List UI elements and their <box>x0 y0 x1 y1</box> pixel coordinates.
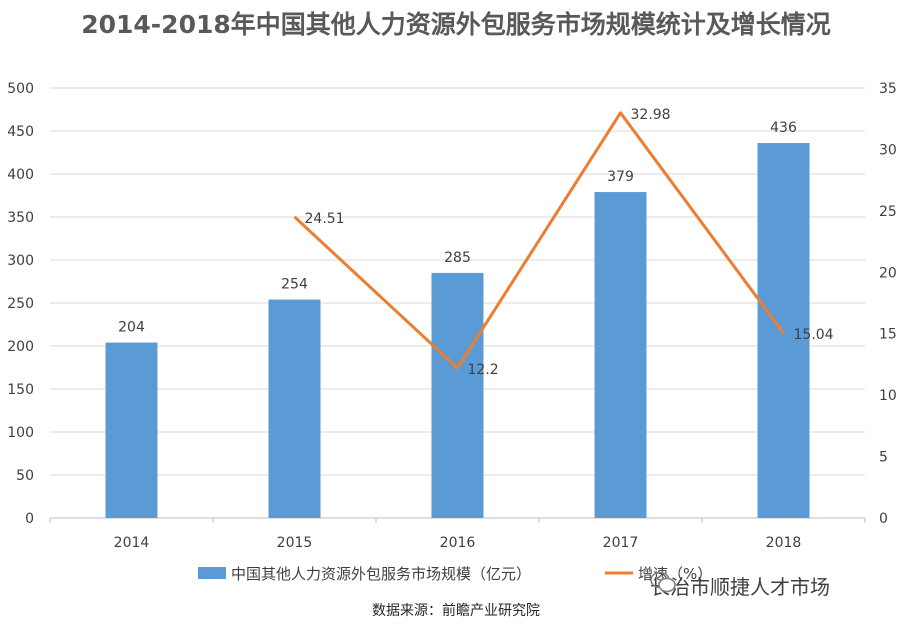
right-axis-tick-label: 20 <box>879 265 897 281</box>
left-axis-tick-label: 350 <box>7 210 34 226</box>
x-axis-tick-label: 2015 <box>277 535 313 551</box>
left-axis-tick-label: 100 <box>7 425 34 441</box>
left-axis-tick-label: 250 <box>7 296 34 312</box>
line-data-label: 15.04 <box>794 327 834 343</box>
line-data-label: 24.51 <box>305 211 345 227</box>
x-axis-tick-label: 2014 <box>114 535 150 551</box>
bar <box>268 299 321 518</box>
x-axis-tick-label: 2016 <box>440 535 476 551</box>
left-axis-tick-label: 50 <box>16 468 34 484</box>
bar <box>594 192 647 518</box>
legend-bar-label: 中国其他人力资源外包服务市场规模（亿元） <box>231 565 531 583</box>
right-axis-tick-label: 30 <box>879 142 897 158</box>
right-axis-tick-label: 15 <box>879 327 897 343</box>
data-source: 数据来源：前瞻产业研究院 <box>372 603 540 619</box>
growth-line <box>293 111 785 370</box>
watermark-text: 长治市顺捷人才市场 <box>650 575 830 599</box>
bar <box>431 272 484 518</box>
bar-data-label: 436 <box>770 120 797 136</box>
line-data-label: 12.2 <box>468 362 499 378</box>
chart-title: 2014-2018年中国其他人力资源外包服务市场规模统计及增长情况 <box>81 10 831 39</box>
line-data-label: 32.98 <box>631 107 671 123</box>
left-axis-tick-label: 450 <box>7 124 34 140</box>
wechat-icon <box>650 571 676 593</box>
bar <box>105 342 158 518</box>
bar-data-label: 379 <box>607 169 634 185</box>
bar-data-label: 204 <box>118 320 145 336</box>
x-axis-tick-label: 2018 <box>766 535 802 551</box>
bar-data-label: 254 <box>281 277 308 293</box>
left-axis-tick-label: 150 <box>7 382 34 398</box>
left-axis-tick-label: 0 <box>25 511 34 527</box>
left-axis-tick-label: 200 <box>7 339 34 355</box>
left-axis-tick-label: 400 <box>7 167 34 183</box>
left-axis-tick-label: 300 <box>7 253 34 269</box>
right-axis-tick-label: 35 <box>879 81 897 97</box>
x-axis-tick-label: 2017 <box>603 535 639 551</box>
bar <box>757 143 810 519</box>
legend-bar-swatch <box>198 567 226 579</box>
watermark: 长治市顺捷人才市场 <box>650 571 830 600</box>
right-axis-tick-label: 5 <box>879 450 888 466</box>
bar-data-label: 285 <box>444 250 471 266</box>
right-axis-tick-label: 0 <box>879 511 888 527</box>
right-axis-tick-label: 10 <box>879 388 897 404</box>
right-axis-tick-label: 25 <box>879 204 897 220</box>
left-axis-tick-label: 500 <box>7 81 34 97</box>
